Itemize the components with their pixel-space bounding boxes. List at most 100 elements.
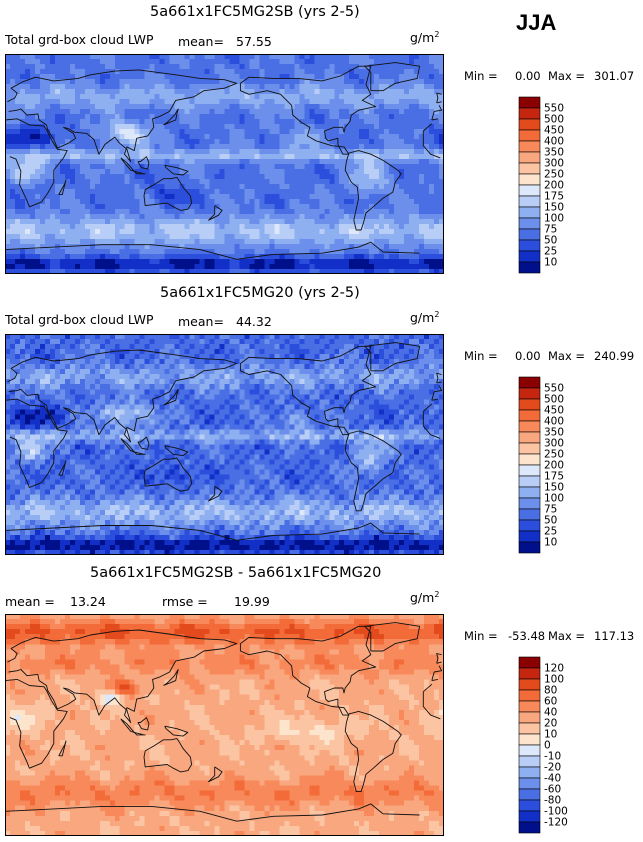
panel-1-max-label: Max =: [548, 69, 586, 83]
colorbar-tick-label: -40: [544, 773, 561, 785]
colorbar-tick-label: 40: [544, 707, 557, 719]
colorbar-tick-label: 0: [544, 740, 551, 752]
colorbar-tick-label: 250: [544, 169, 564, 181]
colorbar-tick-label: -100: [544, 806, 568, 818]
panel-2-min-value: 0.00: [515, 349, 541, 363]
colorbar-tick-label: 200: [544, 180, 564, 192]
colorbar-box: [518, 744, 541, 757]
colorbar-tick-label: 150: [544, 202, 564, 214]
colorbar-box: [518, 464, 541, 477]
colorbar-box: [518, 656, 541, 669]
colorbar-box: [518, 398, 541, 411]
colorbar-box: [518, 420, 541, 433]
colorbar-box: [518, 541, 541, 554]
colorbar-box: [518, 96, 541, 109]
colorbar-tick-label: 150: [544, 482, 564, 494]
panel-2-min-label: Min =: [464, 349, 498, 363]
colorbar-box: [518, 387, 541, 400]
colorbar-box: [518, 250, 541, 263]
colorbar-box: [518, 409, 541, 422]
panel-3-min-value: -53.48: [508, 629, 546, 643]
panel-1-units: g/m2: [410, 30, 439, 45]
colorbar-box: [518, 678, 541, 691]
panel-1-mean-label: mean=: [178, 34, 224, 49]
colorbar-tick-label: 80: [544, 685, 557, 697]
colorbar-box: [518, 453, 541, 466]
panel-1-map: [5, 54, 444, 274]
colorbar-box: [518, 442, 541, 455]
colorbar-box: [518, 508, 541, 521]
colorbar-box: [518, 519, 541, 532]
panel-3-map: [5, 614, 444, 836]
colorbar-box: [518, 140, 541, 153]
colorbar-tick-label: 500: [544, 394, 564, 406]
colorbar-tick-label: -120: [544, 817, 568, 829]
panel-1-mean-value: 57.55: [236, 34, 272, 49]
panel-3-rmse-label: rmse =: [162, 594, 208, 609]
colorbar-tick-label: 75: [544, 504, 557, 516]
colorbar-tick-label: 350: [544, 147, 564, 159]
colorbar-box: [518, 810, 541, 823]
colorbar-tick-label: 400: [544, 136, 564, 148]
colorbar-box: [518, 821, 541, 834]
panel-2-max-label: Max =: [548, 349, 586, 363]
panel-3-units: g/m2: [410, 590, 439, 605]
colorbar-tick-label: 350: [544, 427, 564, 439]
panel-3-mean-label: mean =: [5, 594, 55, 609]
units-base: g/m: [410, 30, 435, 45]
colorbar-box: [518, 755, 541, 768]
colorbar-box: [518, 667, 541, 680]
colorbar-box: [518, 239, 541, 252]
panel-1-min-value: 0.00: [515, 69, 541, 83]
panel-3-title: 5a661x1FC5MG2SB - 5a661x1FC5MG20: [90, 565, 382, 581]
colorbar-tick-label: 450: [544, 405, 564, 417]
colorbar-tick-label: 450: [544, 125, 564, 137]
panel-3-rmse-value: 19.99: [234, 594, 270, 609]
colorbar-tick-label: -80: [544, 795, 561, 807]
panel-3-min-label: Min =: [464, 629, 498, 643]
colorbar-tick-label: 50: [544, 235, 557, 247]
units-exp: 2: [434, 589, 440, 599]
colorbar-tick-label: 100: [544, 213, 564, 225]
colorbar-box: [518, 799, 541, 812]
colorbar-box: [518, 206, 541, 219]
colorbar-box: [518, 261, 541, 274]
panel-1-max-value: 301.07: [594, 69, 635, 83]
colorbar-box: [518, 376, 541, 389]
colorbar-box: [518, 486, 541, 499]
colorbar-box: [518, 530, 541, 543]
colorbar-tick-label: 550: [544, 383, 564, 395]
colorbar-box: [518, 129, 541, 142]
panel-1-title: 5a661x1FC5MG2SB (yrs 2-5): [150, 4, 360, 20]
season-label: JJA: [516, 10, 557, 35]
colorbar-tick-label: 300: [544, 438, 564, 450]
panel-3-max-label: Max =: [548, 629, 586, 643]
panel-2-max-value: 240.99: [594, 349, 635, 363]
colorbar-box: [518, 162, 541, 175]
colorbar-box: [518, 700, 541, 713]
units-base: g/m: [410, 590, 435, 605]
panel-1-min-label: Min =: [464, 69, 498, 83]
colorbar-box: [518, 217, 541, 230]
colorbar-box: [518, 475, 541, 488]
panel-2-map: [5, 334, 444, 555]
colorbar-tick-label: 550: [544, 103, 564, 115]
colorbar-box: [518, 766, 541, 779]
panel-2-mean-label: mean=: [178, 314, 224, 329]
colorbar-tick-label: 25: [544, 526, 557, 538]
colorbar-tick-label: -60: [544, 784, 561, 796]
colorbar-tick-label: 200: [544, 460, 564, 472]
colorbar-tick-label: 25: [544, 246, 557, 258]
colorbar-tick-label: 250: [544, 449, 564, 461]
colorbar-tick-label: 20: [544, 718, 557, 730]
colorbar-box: [518, 431, 541, 444]
colorbar-box: [518, 722, 541, 735]
colorbar-tick-label: 10: [544, 537, 557, 549]
colorbar-tick-label: -20: [544, 762, 561, 774]
units-base: g/m: [410, 310, 435, 325]
panel-2-mean-value: 44.32: [236, 314, 272, 329]
colorbar-box: [518, 497, 541, 510]
colorbar-box: [518, 195, 541, 208]
colorbar-box: [518, 689, 541, 702]
